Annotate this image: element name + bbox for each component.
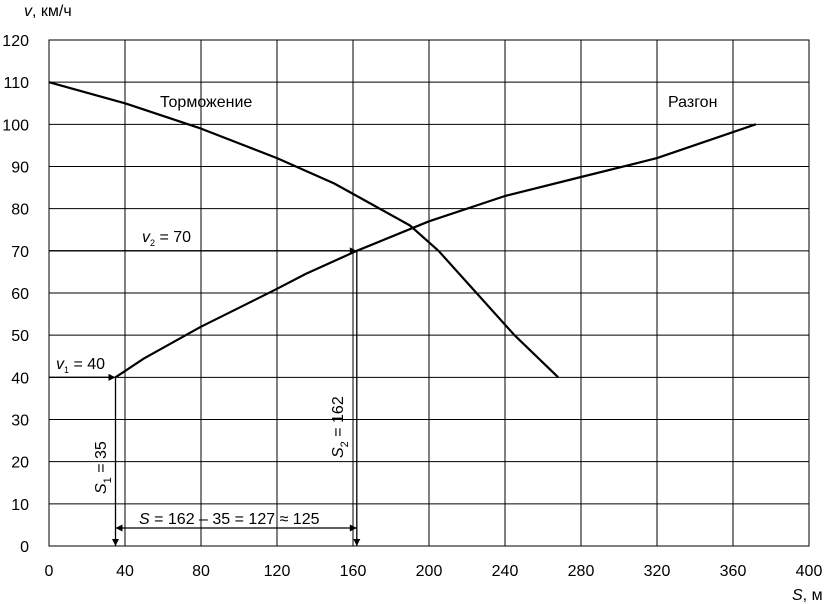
y-tick-label: 30 bbox=[11, 413, 29, 430]
y-tick-label: 80 bbox=[11, 202, 29, 219]
s2-label: S2 = 162 bbox=[330, 396, 351, 458]
x-axis-title: S, м bbox=[792, 587, 823, 604]
y-tick-label: 120 bbox=[2, 33, 29, 50]
x-tick-label: 240 bbox=[492, 563, 519, 580]
x-tick-label: 200 bbox=[416, 563, 443, 580]
annotations-layer bbox=[49, 247, 361, 546]
acceleration-curve bbox=[114, 123, 757, 379]
x-tick-label: 280 bbox=[568, 563, 595, 580]
y-tick-label: 100 bbox=[2, 117, 29, 134]
braking-curve bbox=[48, 81, 559, 379]
y-tick-label: 10 bbox=[11, 497, 29, 514]
y-tick-label: 0 bbox=[20, 539, 29, 556]
x-tick-label: 320 bbox=[644, 563, 671, 580]
x-tick-label: 160 bbox=[340, 563, 367, 580]
series-layer bbox=[48, 81, 757, 379]
v2-label: v2 = 70 bbox=[142, 229, 191, 248]
grid bbox=[48, 39, 810, 547]
y-tick-label: 70 bbox=[11, 244, 29, 261]
y-tick-label: 90 bbox=[11, 160, 29, 177]
x-tick-label: 360 bbox=[720, 563, 747, 580]
series-label-acceleration: Разгон bbox=[668, 94, 717, 111]
y-tick-label: 60 bbox=[11, 286, 29, 303]
x-tick-label: 120 bbox=[264, 563, 291, 580]
y-axis-title: v, км/ч bbox=[24, 3, 72, 20]
x-tick-label: 80 bbox=[192, 563, 210, 580]
v1-label: v1 = 40 bbox=[56, 356, 105, 375]
y-tick-label: 40 bbox=[11, 370, 29, 387]
y-tick-label: 50 bbox=[11, 328, 29, 345]
tick-labels: 0 40 80 120 160 200 240 280 320 360 400 0 10 20 30 40 50… bbox=[2, 33, 822, 580]
distance-label: S = 162 – 35 = 127 ≈ 125 bbox=[139, 511, 320, 528]
s1-label: S1 = 35 bbox=[93, 441, 114, 494]
x-tick-label: 400 bbox=[796, 563, 823, 580]
y-tick-label: 20 bbox=[11, 455, 29, 472]
series-label-braking: Торможение bbox=[160, 94, 252, 111]
y-tick-label: 110 bbox=[3, 75, 29, 92]
x-tick-label: 0 bbox=[45, 563, 54, 580]
x-tick-label: 40 bbox=[116, 563, 134, 580]
